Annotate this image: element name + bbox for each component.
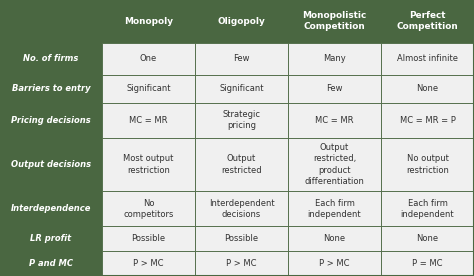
Text: No output
restriction: No output restriction	[406, 155, 449, 174]
Bar	[0, 75, 102, 103]
Bar	[288, 226, 381, 251]
Text: Each firm
independent: Each firm independent	[308, 199, 361, 219]
Text: P = MC: P = MC	[412, 259, 443, 268]
Text: P > MC: P > MC	[133, 259, 164, 268]
Text: Interdependent
decisions: Interdependent decisions	[209, 199, 274, 219]
Bar	[195, 137, 288, 192]
Text: Strategic
pricing: Strategic pricing	[222, 110, 260, 130]
Text: P and MC: P and MC	[29, 259, 73, 268]
Bar	[288, 103, 381, 137]
Text: MC = MR = P: MC = MR = P	[400, 116, 456, 124]
Text: Oligopoly: Oligopoly	[218, 17, 265, 26]
Bar	[381, 192, 474, 226]
Bar	[381, 137, 474, 192]
Bar	[381, 43, 474, 75]
Text: Interdependence: Interdependence	[11, 205, 91, 213]
Text: MC = MR: MC = MR	[315, 116, 354, 124]
Bar	[102, 251, 195, 276]
Bar	[102, 192, 195, 226]
Text: Few: Few	[233, 54, 250, 63]
Bar	[195, 103, 288, 137]
Bar	[195, 251, 288, 276]
Bar	[288, 0, 381, 43]
Bar	[102, 226, 195, 251]
Bar	[195, 226, 288, 251]
Text: P > MC: P > MC	[226, 259, 257, 268]
Text: None: None	[323, 234, 346, 243]
Text: Possible: Possible	[131, 234, 165, 243]
Text: Output decisions: Output decisions	[11, 160, 91, 169]
Text: Many: Many	[323, 54, 346, 63]
Text: Output
restricted,
product
differentiation: Output restricted, product differentiati…	[304, 143, 365, 186]
Bar	[381, 226, 474, 251]
Text: Output
restricted: Output restricted	[221, 155, 262, 174]
Text: Barriers to entry: Barriers to entry	[12, 84, 90, 93]
Bar	[102, 0, 195, 43]
Bar	[195, 0, 288, 43]
Bar	[381, 75, 474, 103]
Bar	[0, 251, 102, 276]
Text: One: One	[140, 54, 157, 63]
Text: Each firm
independent: Each firm independent	[401, 199, 454, 219]
Bar	[288, 43, 381, 75]
Text: P > MC: P > MC	[319, 259, 350, 268]
Text: MC = MR: MC = MR	[129, 116, 168, 124]
Text: None: None	[417, 234, 438, 243]
Bar	[195, 43, 288, 75]
Text: Perfect
Competition: Perfect Competition	[397, 11, 458, 31]
Bar	[0, 43, 102, 75]
Bar	[288, 251, 381, 276]
Bar	[0, 0, 102, 43]
Bar	[288, 75, 381, 103]
Bar	[381, 0, 474, 43]
Bar	[195, 192, 288, 226]
Bar	[0, 226, 102, 251]
Text: LR profit: LR profit	[30, 234, 72, 243]
Bar	[381, 103, 474, 137]
Text: Few: Few	[326, 84, 343, 93]
Bar	[102, 103, 195, 137]
Bar	[381, 251, 474, 276]
Bar	[102, 75, 195, 103]
Bar	[288, 137, 381, 192]
Bar	[195, 75, 288, 103]
Bar	[102, 137, 195, 192]
Text: Significant: Significant	[126, 84, 171, 93]
Text: Almost infinite: Almost infinite	[397, 54, 458, 63]
Text: Monopolistic
Competition: Monopolistic Competition	[302, 11, 366, 31]
Text: Possible: Possible	[224, 234, 258, 243]
Text: Most output
restriction: Most output restriction	[123, 155, 173, 174]
Text: No
competitors: No competitors	[123, 199, 173, 219]
Text: Significant: Significant	[219, 84, 264, 93]
Text: Monopoly: Monopoly	[124, 17, 173, 26]
Bar	[0, 192, 102, 226]
Bar	[288, 192, 381, 226]
Text: No. of firms: No. of firms	[23, 54, 79, 63]
Text: None: None	[417, 84, 438, 93]
Bar	[0, 137, 102, 192]
Text: Pricing decisions: Pricing decisions	[11, 116, 91, 124]
Bar	[102, 43, 195, 75]
Bar	[0, 103, 102, 137]
